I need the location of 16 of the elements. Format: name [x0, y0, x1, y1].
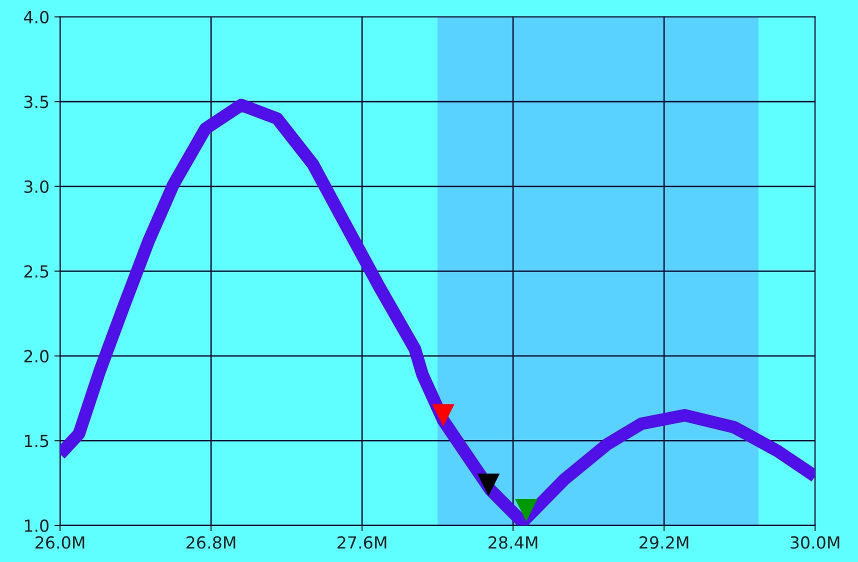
y-tick-label: 2.0: [24, 350, 49, 362]
y-tick-label: 1.5: [24, 434, 48, 448]
y-tick-label: 4.0: [24, 10, 49, 24]
x-tick-label: 27.6M: [338, 536, 386, 549]
x-tick-label: 29.2M: [640, 536, 688, 549]
x-tick-label: 30.0M: [790, 536, 840, 549]
y-tick-label: 3.5: [24, 96, 48, 108]
y-tick-label: 1.0: [24, 519, 49, 532]
point: [515, 499, 538, 522]
x-tick-label: 26.8M: [186, 536, 236, 549]
y-tick-label: 3.0: [24, 180, 49, 193]
point: [432, 404, 454, 426]
x-tick-label: 28.4M: [488, 536, 538, 549]
x-tick-label: 26.0M: [36, 536, 84, 549]
y-tick-label: 2.5: [24, 265, 48, 278]
point: [477, 474, 500, 496]
